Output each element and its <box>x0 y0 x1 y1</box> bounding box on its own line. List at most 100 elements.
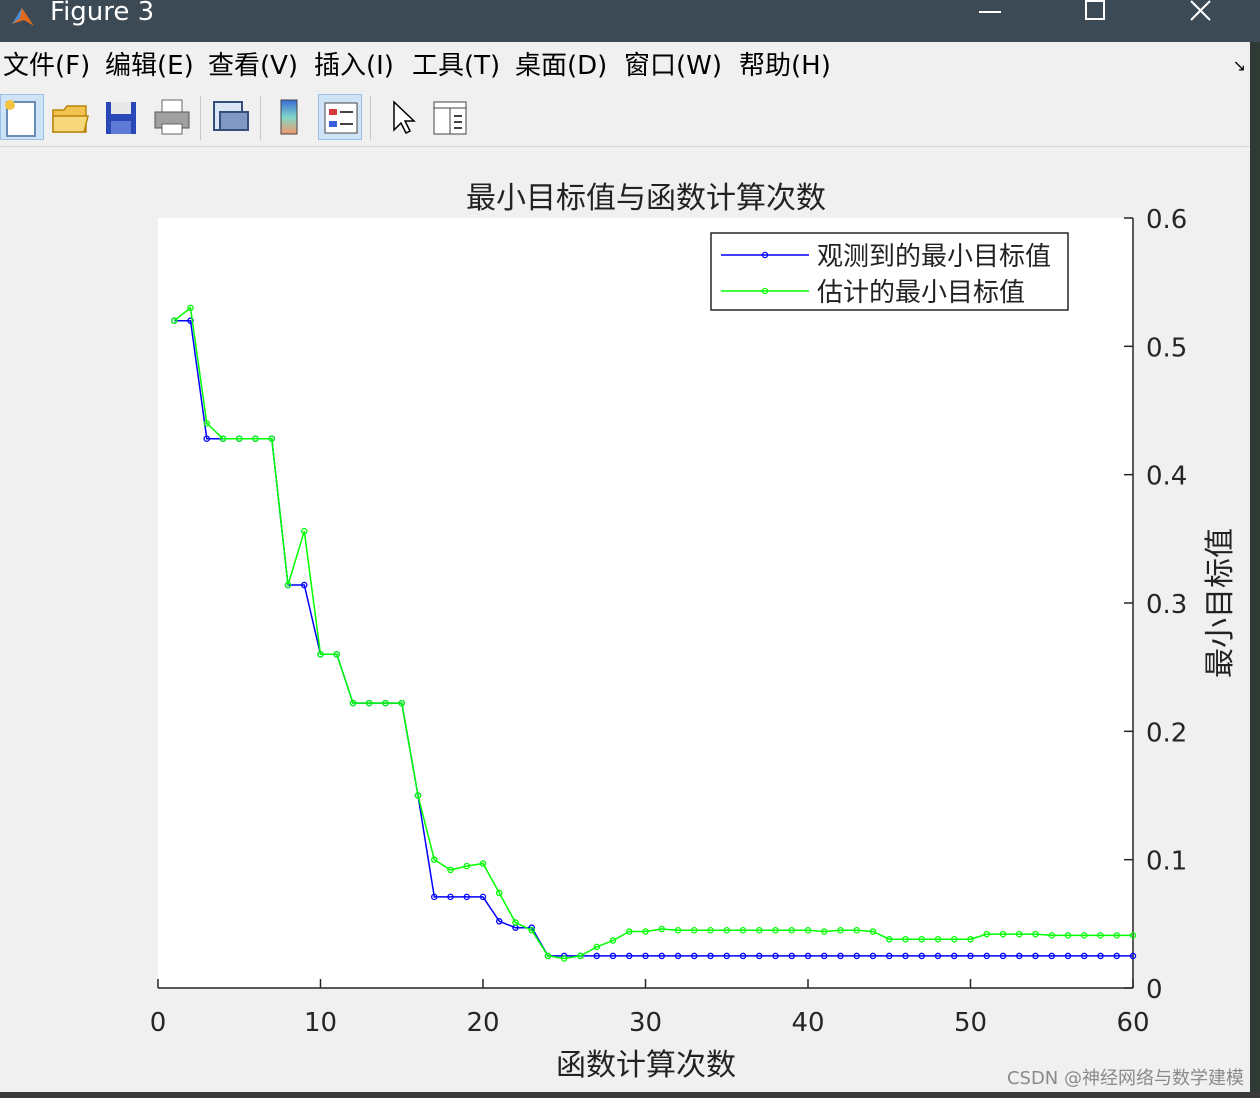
series-2-point <box>528 927 536 934</box>
series-1-point <box>1064 952 1072 960</box>
series-1-point <box>983 952 991 960</box>
colorbar-icon <box>280 99 298 135</box>
series-2-point <box>756 927 763 934</box>
series-1-point <box>886 952 893 960</box>
series-1-point <box>772 952 779 960</box>
figure-toolbar <box>0 90 1250 147</box>
series-1-point <box>674 952 682 960</box>
series-2-point <box>723 927 731 934</box>
series-1-point <box>495 918 503 925</box>
window-edge <box>1250 42 1260 1098</box>
series-2-point <box>1113 932 1121 939</box>
series-1-point <box>756 952 763 960</box>
series-1-point <box>934 952 942 960</box>
plot-area <box>158 218 1133 988</box>
series-2-point <box>495 889 503 897</box>
link-plot-icon <box>213 101 249 131</box>
legend-label-1: 观测到的最小目标值 <box>817 242 1051 272</box>
series-2-point <box>593 943 601 951</box>
series-2-point <box>674 927 682 934</box>
series-1-point <box>1081 952 1088 960</box>
save-button[interactable] <box>99 94 143 140</box>
series-2-point <box>235 435 243 442</box>
series-2-point <box>999 930 1007 938</box>
colorbar-button[interactable] <box>268 94 312 140</box>
maximize-button[interactable] <box>1065 0 1125 30</box>
x-tick-label: 30 <box>629 1008 662 1038</box>
menu-view[interactable]: 查看(V) <box>208 51 299 81</box>
y-tick-label: 0.3 <box>1146 590 1187 620</box>
new-figure-icon <box>5 100 36 137</box>
menu-desktop[interactable]: 桌面(D) <box>515 51 608 81</box>
pointer-button[interactable] <box>380 94 424 140</box>
series-2-point <box>479 860 487 867</box>
y-tick-label: 0.6 <box>1146 205 1187 235</box>
maximize-icon <box>1085 0 1105 20</box>
series-2-point <box>837 927 844 934</box>
open-button[interactable] <box>48 94 92 140</box>
series-1-point <box>821 952 828 960</box>
series-1-point <box>707 952 714 960</box>
menu-file[interactable]: 文件(F) <box>3 51 91 81</box>
series-2-point <box>300 527 308 535</box>
series-2-point <box>544 952 552 960</box>
legend-button[interactable] <box>318 94 362 140</box>
dock-arrow-icon[interactable]: ↘ <box>1232 56 1246 75</box>
series-1-point <box>593 952 601 960</box>
x-tick-label: 20 <box>466 1008 499 1038</box>
toolbar-separator <box>200 96 201 140</box>
minimize-button[interactable] <box>960 0 1020 30</box>
save-icon <box>106 102 136 134</box>
menu-help[interactable]: 帮助(H) <box>739 51 831 81</box>
series-1-point <box>902 952 909 960</box>
menu-edit[interactable]: 编辑(E) <box>105 51 194 81</box>
series-1-point <box>1016 952 1023 960</box>
series-2-point <box>983 930 991 938</box>
link-plot-button[interactable] <box>208 94 252 140</box>
window-title: Figure 3 <box>50 0 155 27</box>
series-1-point <box>203 435 210 442</box>
series-2-point <box>658 925 666 933</box>
watermark-text: CSDN @神经网络与数学建模 <box>1006 1068 1244 1089</box>
menu-tools[interactable]: 工具(T) <box>412 51 501 81</box>
series-2-point <box>967 935 974 943</box>
print-button[interactable] <box>150 94 194 140</box>
new-figure-button[interactable] <box>0 94 44 140</box>
series-1-point <box>999 952 1007 960</box>
x-tick-label: 50 <box>954 1008 987 1038</box>
series-2-point <box>187 304 194 312</box>
x-tick-label: 10 <box>304 1008 337 1038</box>
series-2-point <box>821 928 828 935</box>
series-2-point <box>203 420 210 427</box>
menu-window[interactable]: 窗口(W) <box>624 51 722 81</box>
series-1-point <box>1048 952 1056 960</box>
pointer-icon <box>393 100 416 135</box>
series-2-point <box>382 699 389 707</box>
series-2-point <box>1064 932 1072 939</box>
series-2-point <box>642 928 649 935</box>
series-2-point <box>609 937 617 944</box>
series-2-point <box>1129 932 1137 939</box>
property-inspector-button[interactable] <box>428 94 472 140</box>
window-bottom-edge <box>0 1092 1260 1098</box>
legend-marker-1 <box>761 251 769 259</box>
x-tick-label: 0 <box>150 1008 167 1038</box>
series-2-point <box>804 927 812 934</box>
series-2-point <box>869 928 877 935</box>
series-2-point <box>561 955 568 962</box>
series-1-point <box>869 952 877 960</box>
series-2-point <box>447 866 454 874</box>
window-titlebar: Figure 3 <box>0 0 1260 42</box>
legend-icon <box>324 102 358 134</box>
series-2-point <box>317 651 324 658</box>
series-2-point <box>398 699 405 707</box>
close-button[interactable] <box>1170 0 1230 30</box>
menu-bar: 文件(F) 编辑(E) 查看(V) 插入(I) 工具(T) 桌面(D) 窗口(W… <box>0 42 1250 90</box>
property-inspector-icon <box>433 101 467 135</box>
menu-insert[interactable]: 插入(I) <box>314 51 394 81</box>
series-1-point <box>804 952 812 960</box>
series-1-point <box>609 952 617 960</box>
open-folder-icon <box>52 105 89 133</box>
x-tick-label: 60 <box>1116 1008 1149 1038</box>
series-2-point <box>349 699 357 707</box>
